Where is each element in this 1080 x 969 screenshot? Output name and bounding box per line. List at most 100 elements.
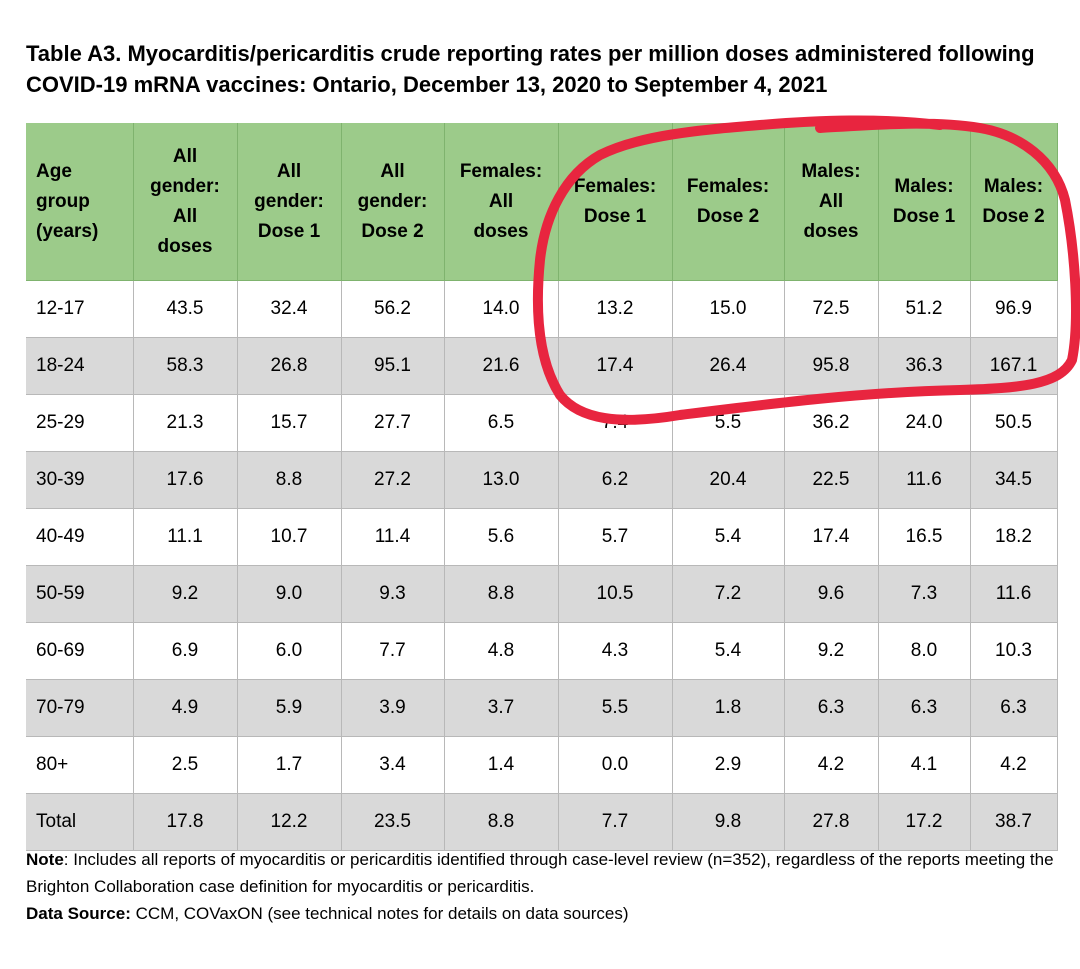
rate-cell: 5.4	[672, 622, 785, 680]
note-label: Note	[26, 850, 64, 869]
rate-cell: 11.6	[970, 565, 1058, 623]
footnote: Note: Includes all reports of myocarditi…	[26, 846, 1066, 927]
rate-cell: 3.4	[341, 736, 445, 794]
rate-cell: 96.9	[970, 280, 1058, 338]
rate-cell: 16.5	[878, 508, 971, 566]
rate-cell: 20.4	[672, 451, 785, 509]
rate-cell: 14.0	[444, 280, 559, 338]
rate-cell: 4.2	[970, 736, 1058, 794]
col-header-4: Females: All doses	[444, 123, 559, 281]
rate-cell: 7.4	[558, 394, 673, 452]
rate-cell: 17.4	[784, 508, 879, 566]
age-group-cell: 12-17	[26, 280, 134, 338]
rate-cell: 7.3	[878, 565, 971, 623]
header-line: gender:	[150, 175, 220, 197]
rate-cell: 167.1	[970, 337, 1058, 395]
rate-cell: 9.3	[341, 565, 445, 623]
col-header-6: Females: Dose 2	[672, 123, 785, 281]
rate-cell: 21.6	[444, 337, 559, 395]
col-header-3: All gender: Dose 2	[341, 123, 445, 281]
header-line: Dose 2	[361, 220, 424, 242]
rate-cell: 1.7	[237, 736, 342, 794]
rate-cell: 50.5	[970, 394, 1058, 452]
rate-cell: 27.2	[341, 451, 445, 509]
rate-cell: 7.7	[558, 793, 673, 851]
table-body: 12-17 43.5 32.4 56.2 14.0 13.2 15.0 72.5 51.2 96.…	[26, 280, 1058, 851]
rate-cell: 5.5	[558, 679, 673, 737]
rate-cell: 8.8	[444, 565, 559, 623]
header-line: doses	[473, 220, 529, 242]
table-row: 70-79 4.9 5.9 3.9 3.7 5.5 1.8 6.3 6.3 6.3	[26, 679, 1058, 737]
age-group-cell: 25-29	[26, 394, 134, 452]
rate-cell: 38.7	[970, 793, 1058, 851]
rate-cell: 2.9	[672, 736, 785, 794]
table-row: 50-59 9.2 9.0 9.3 8.8 10.5 7.2 9.6 7.3 11.6	[26, 565, 1058, 623]
source-text: CCM, COVaxON (see technical notes for de…	[130, 904, 629, 923]
rate-cell: 10.3	[970, 622, 1058, 680]
header-line: Females:	[459, 160, 543, 182]
rate-cell: 4.8	[444, 622, 559, 680]
rate-cell: 3.7	[444, 679, 559, 737]
header-line: doses	[157, 235, 213, 257]
data-table: Age group (years) All gender: All doses All gend…	[26, 123, 1058, 851]
rate-cell: 36.2	[784, 394, 879, 452]
header-line: All	[276, 160, 302, 182]
rate-cell: 6.3	[878, 679, 971, 737]
rate-cell: 6.0	[237, 622, 342, 680]
header-line: Females:	[573, 175, 657, 197]
rate-cell: 6.9	[133, 622, 238, 680]
table-title: Table A3. Myocarditis/pericarditis crude…	[26, 41, 1035, 97]
header-line: Dose 2	[696, 205, 760, 227]
rate-cell: 32.4	[237, 280, 342, 338]
age-group-cell: 70-79	[26, 679, 134, 737]
rate-cell: 10.5	[558, 565, 673, 623]
header-line: All	[380, 160, 405, 182]
age-group-cell: Total	[26, 793, 134, 851]
rate-cell: 13.2	[558, 280, 673, 338]
rate-cell: 1.4	[444, 736, 559, 794]
header-line: Males:	[983, 175, 1044, 197]
header-row: Age group (years) All gender: All doses All gend…	[26, 123, 1058, 281]
table-row: 12-17 43.5 32.4 56.2 14.0 13.2 15.0 72.5 51.2 96.…	[26, 280, 1058, 338]
rate-cell: 15.7	[237, 394, 342, 452]
header-line: group	[36, 190, 90, 212]
rate-cell: 17.2	[878, 793, 971, 851]
rate-cell: 4.9	[133, 679, 238, 737]
rate-cell: 26.4	[672, 337, 785, 395]
rate-cell: 9.2	[133, 565, 238, 623]
rate-cell: 11.6	[878, 451, 971, 509]
rate-cell: 95.8	[784, 337, 879, 395]
rate-cell: 9.2	[784, 622, 879, 680]
rate-cell: 17.8	[133, 793, 238, 851]
rate-cell: 5.5	[672, 394, 785, 452]
rate-cell: 13.0	[444, 451, 559, 509]
col-header-1: All gender: All doses	[133, 123, 238, 281]
rate-cell: 1.8	[672, 679, 785, 737]
rate-cell: 2.5	[133, 736, 238, 794]
rate-cell: 7.7	[341, 622, 445, 680]
col-header-8: Males: Dose 1	[878, 123, 971, 281]
rate-cell: 21.3	[133, 394, 238, 452]
rate-cell: 11.1	[133, 508, 238, 566]
rate-cell: 4.1	[878, 736, 971, 794]
age-group-cell: 40-49	[26, 508, 134, 566]
rate-cell: 36.3	[878, 337, 971, 395]
rate-cell: 6.3	[784, 679, 879, 737]
rate-cell: 6.2	[558, 451, 673, 509]
header-line: Age	[36, 160, 72, 182]
header-line: Dose 1	[583, 205, 647, 227]
rate-cell: 3.9	[341, 679, 445, 737]
rate-cell: 4.3	[558, 622, 673, 680]
rate-cell: 56.2	[341, 280, 445, 338]
source-label: Data Source:	[26, 904, 131, 923]
header-line: Males:	[801, 160, 861, 182]
rate-cell: 22.5	[784, 451, 879, 509]
table-row: 40-49 11.1 10.7 11.4 5.6 5.7 5.4 17.4 16.5 18.2	[26, 508, 1058, 566]
rate-cell: 12.2	[237, 793, 342, 851]
col-header-7: Males: All doses	[784, 123, 879, 281]
rate-cell: 8.0	[878, 622, 971, 680]
table-row: 25-29 21.3 15.7 27.7 6.5 7.4 5.5 36.2 24.0 50.5	[26, 394, 1058, 452]
rate-cell: 51.2	[878, 280, 971, 338]
table-row: 60-69 6.9 6.0 7.7 4.8 4.3 5.4 9.2 8.0 10.3	[26, 622, 1058, 680]
age-group-cell: 60-69	[26, 622, 134, 680]
